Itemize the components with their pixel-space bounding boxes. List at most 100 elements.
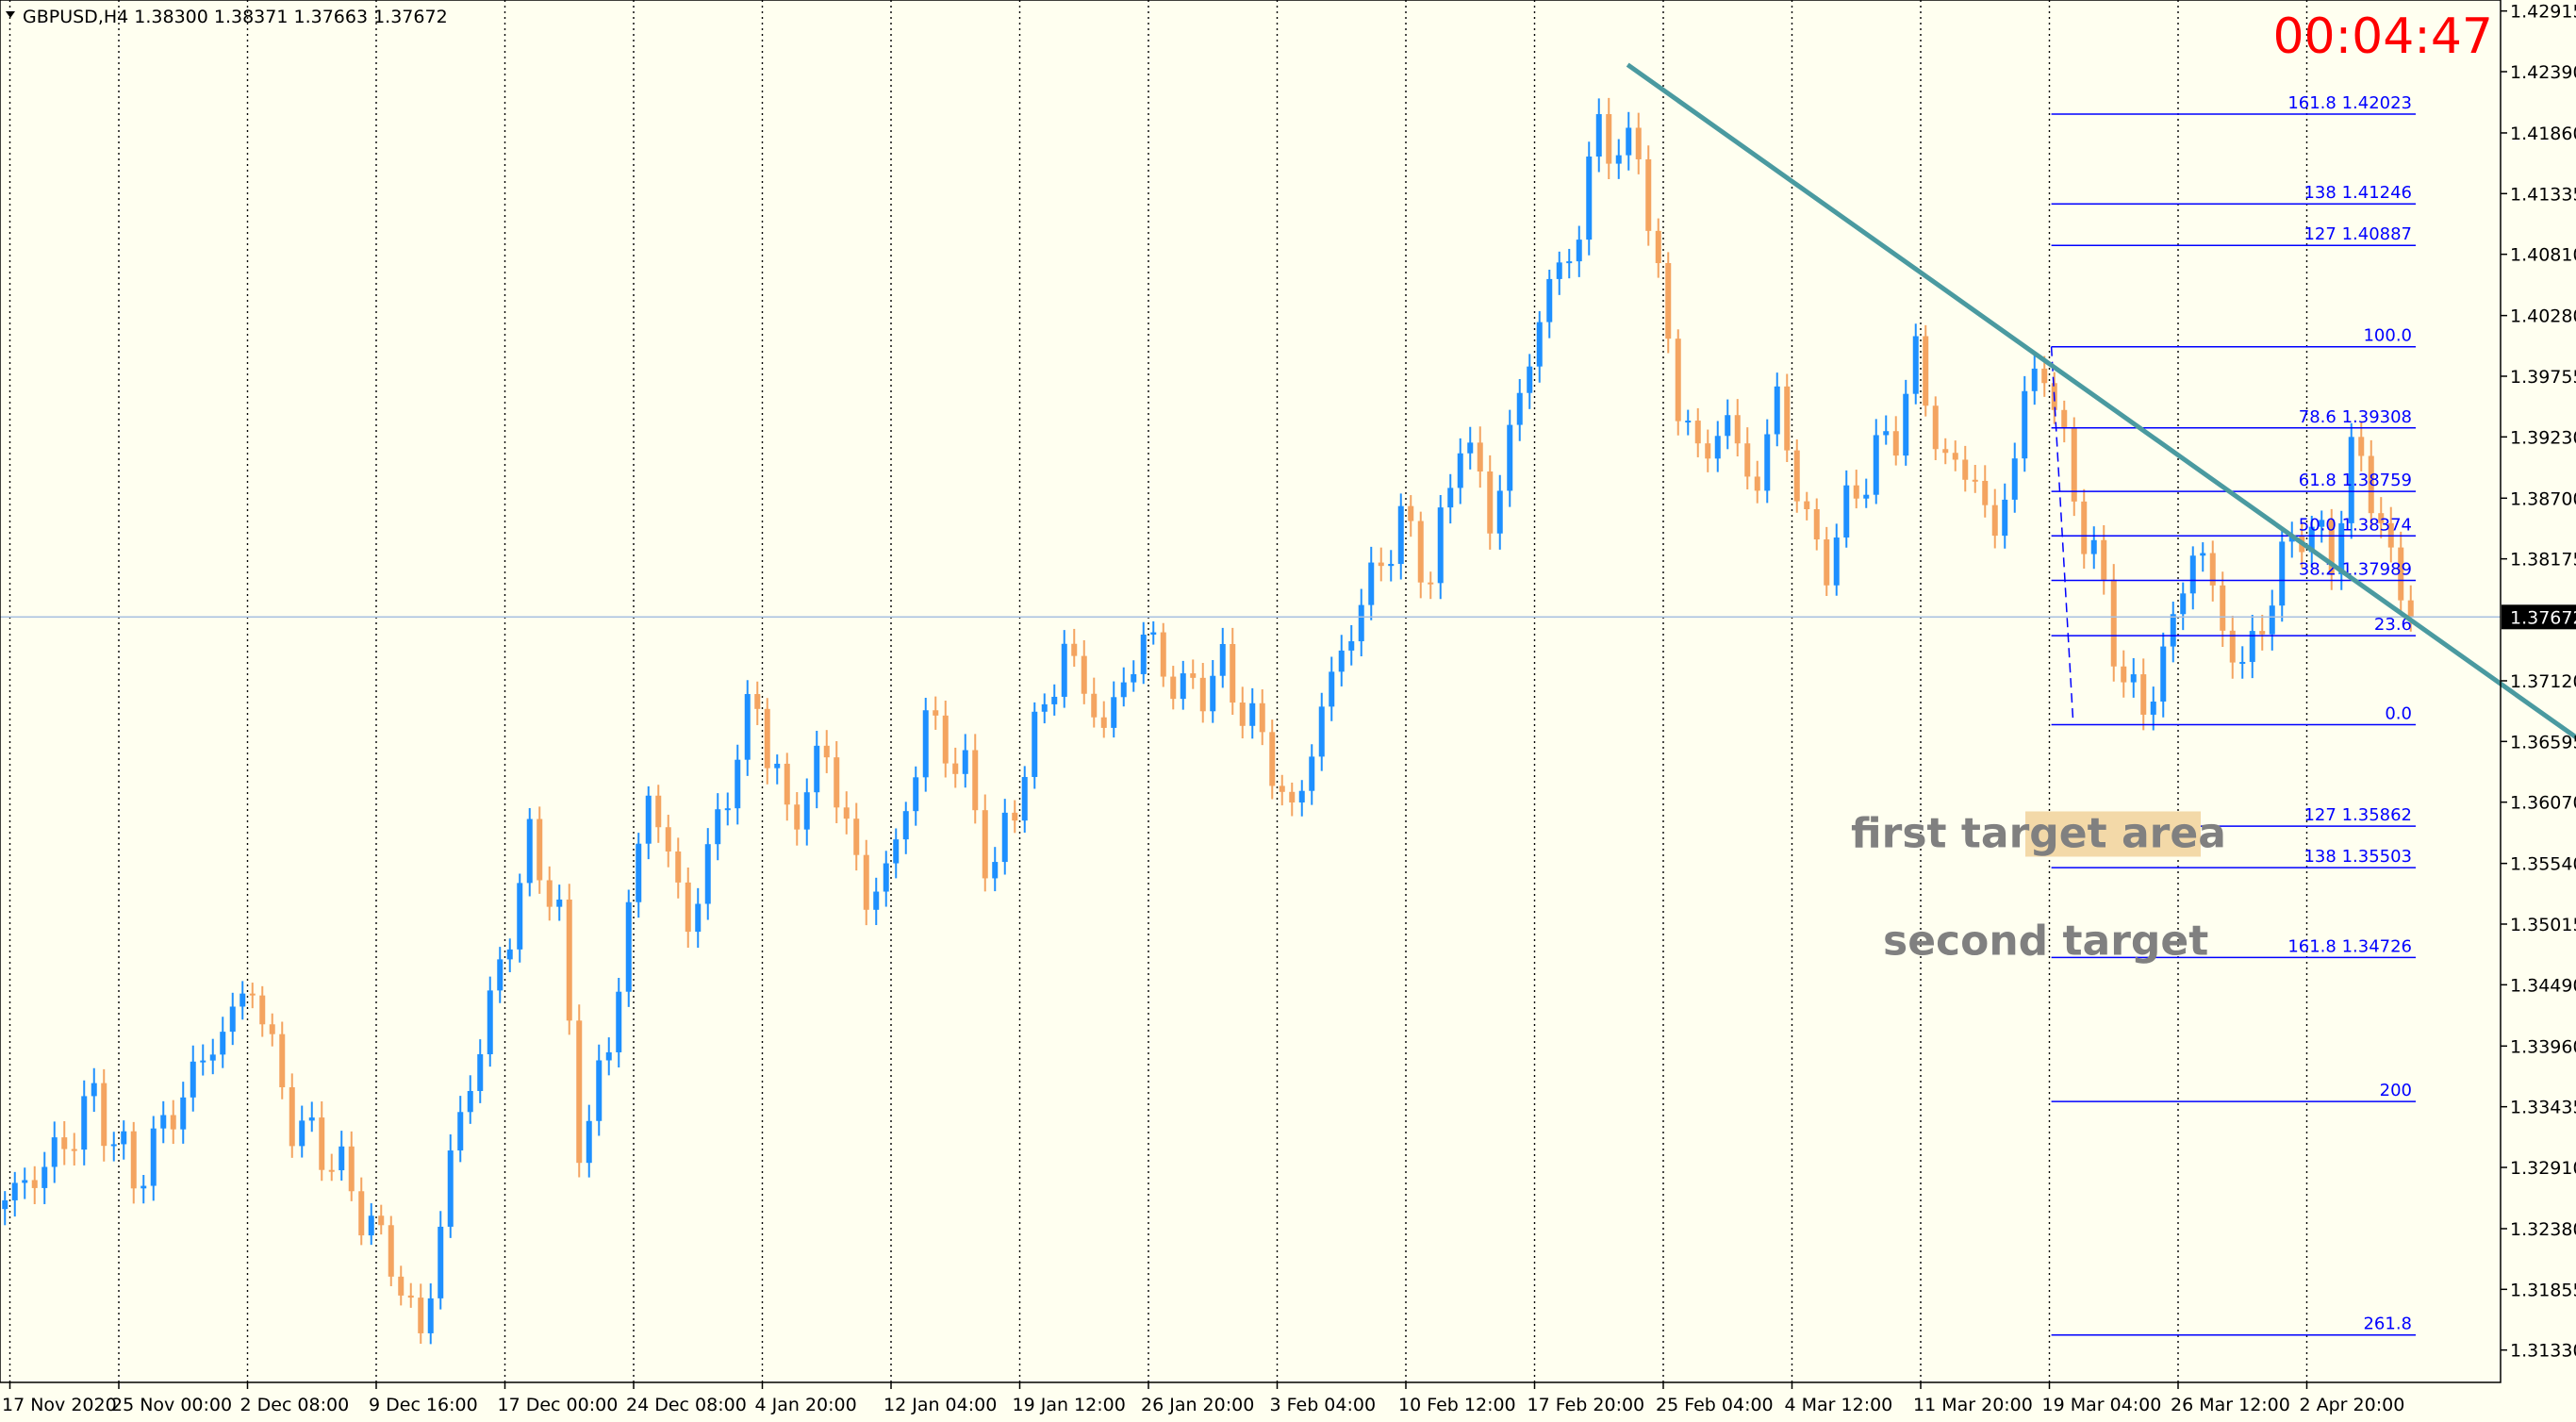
candle-body-34 bbox=[339, 1146, 345, 1171]
candle-body-238 bbox=[2358, 437, 2365, 456]
candle-body-124 bbox=[1230, 643, 1236, 703]
candle-body-110 bbox=[1091, 693, 1098, 718]
candle-body-46 bbox=[457, 1112, 464, 1151]
candle-body-13 bbox=[130, 1131, 137, 1189]
candle-body-170 bbox=[1685, 421, 1692, 423]
candle-body-27 bbox=[269, 1024, 275, 1034]
candle-body-37 bbox=[368, 1215, 374, 1236]
fibonacci-tool[interactable]: 161.8 1.42023 138 1.41246 127 1.40887 100.0… bbox=[2050, 93, 2416, 1336]
candle-body-31 bbox=[308, 1117, 315, 1121]
candle-body-54 bbox=[537, 818, 543, 881]
fib-level-label-3: 100.0 bbox=[2363, 326, 2412, 346]
candle-body-111 bbox=[1100, 717, 1107, 728]
candle-body-116 bbox=[1150, 632, 1157, 635]
candle-body-218 bbox=[2160, 646, 2167, 703]
candle-body-216 bbox=[2140, 674, 2147, 715]
candle-body-118 bbox=[1170, 676, 1177, 700]
candle-body-204 bbox=[2022, 390, 2028, 459]
candle-body-126 bbox=[1249, 703, 1256, 726]
candle-body-65 bbox=[645, 795, 652, 844]
candle-body-135 bbox=[1338, 650, 1345, 672]
candle-body-52 bbox=[517, 883, 523, 950]
candle-body-174 bbox=[1725, 415, 1731, 437]
candle-body-169 bbox=[1675, 339, 1681, 422]
candle-body-32 bbox=[319, 1117, 325, 1170]
plot-border bbox=[0, 0, 2502, 1383]
candle-body-88 bbox=[873, 891, 880, 910]
candle-body-181 bbox=[1793, 450, 1800, 502]
candle-body-38 bbox=[378, 1215, 385, 1226]
candle-body-85 bbox=[843, 807, 850, 819]
candle-body-240 bbox=[2378, 513, 2385, 523]
candle-body-89 bbox=[883, 863, 889, 892]
candle-body-184 bbox=[1824, 539, 1830, 586]
x-tick-label-2: 2 Dec 08:00 bbox=[240, 1395, 350, 1415]
candle-body-229 bbox=[2269, 605, 2275, 635]
candle-body-63 bbox=[625, 901, 632, 992]
candle-body-199 bbox=[1972, 479, 1978, 482]
candle-body-236 bbox=[2338, 522, 2345, 575]
candle-body-60 bbox=[596, 1060, 603, 1121]
candle-body-200 bbox=[1982, 480, 1989, 505]
candle-body-115 bbox=[1140, 634, 1147, 674]
candle-body-137 bbox=[1358, 604, 1364, 642]
candle-body-239 bbox=[2368, 455, 2374, 514]
candle-body-29 bbox=[289, 1087, 295, 1147]
candle-body-189 bbox=[1873, 435, 1879, 495]
fib-level-label-13: 200 bbox=[2380, 1081, 2412, 1100]
candle-body-125 bbox=[1239, 703, 1246, 726]
candle-body-159 bbox=[1576, 240, 1582, 262]
candle-body-49 bbox=[487, 990, 493, 1055]
candle-body-235 bbox=[2328, 520, 2335, 575]
candle-body-74 bbox=[735, 759, 741, 809]
candle-body-157 bbox=[1556, 262, 1562, 279]
candle-body-122 bbox=[1210, 675, 1216, 712]
candle-body-167 bbox=[1655, 230, 1661, 264]
candle-body-101 bbox=[1001, 812, 1008, 863]
candle-body-182 bbox=[1804, 501, 1810, 510]
candle-body-129 bbox=[1279, 785, 1285, 792]
candle-body-162 bbox=[1606, 114, 1612, 164]
candle-body-164 bbox=[1626, 127, 1632, 156]
y-tick-label-0: 1.42915 bbox=[2510, 2, 2576, 23]
candle-body-225 bbox=[2229, 630, 2236, 663]
candle-body-217 bbox=[2150, 702, 2156, 715]
fib-level-label-14: 261.8 bbox=[2363, 1315, 2412, 1334]
vertical-grid bbox=[8, 0, 2308, 1382]
candle-body-112 bbox=[1111, 697, 1117, 728]
candle-body-96 bbox=[952, 763, 959, 774]
candle-body-87 bbox=[863, 854, 869, 910]
y-tick-label-22: 1.31330 bbox=[2510, 1341, 2576, 1362]
candle-body-51 bbox=[506, 949, 513, 960]
candle-body-186 bbox=[1843, 485, 1850, 538]
y-tick-label-19: 1.32910 bbox=[2510, 1158, 2576, 1179]
fib-level-label-11: 138 1.35503 bbox=[2304, 847, 2412, 867]
candle-body-94 bbox=[933, 710, 939, 716]
candle-body-18 bbox=[180, 1097, 187, 1130]
candles-layer bbox=[2, 97, 2414, 1345]
price-axis[interactable]: 1.42915 1.42390 1.41860 1.41335 1.40810 1.402… bbox=[2501, 2, 2576, 1362]
symbol-ohlc-text: GBPUSD,H4 1.38300 1.38371 1.37663 1.3767… bbox=[23, 7, 448, 27]
candle-body-147 bbox=[1457, 453, 1463, 488]
y-tick-label-3: 1.41335 bbox=[2510, 184, 2576, 205]
candle-body-95 bbox=[942, 715, 949, 764]
x-tick-label-15: 11 Mar 20:00 bbox=[1913, 1395, 2033, 1415]
trendline[interactable] bbox=[1626, 62, 2576, 745]
candle-body-210 bbox=[2081, 501, 2088, 554]
dropdown-triangle-icon[interactable] bbox=[6, 11, 15, 18]
candle-body-233 bbox=[2308, 526, 2315, 553]
fib-level-label-12: 161.8 1.34726 bbox=[2287, 936, 2412, 956]
x-tick-label-6: 4 Jan 20:00 bbox=[755, 1395, 857, 1415]
candle-body-187 bbox=[1853, 485, 1859, 499]
candle-body-176 bbox=[1744, 443, 1751, 477]
candle-body-140 bbox=[1388, 564, 1395, 567]
candle-body-109 bbox=[1081, 655, 1087, 694]
candle-body-9 bbox=[91, 1083, 97, 1097]
symbol-header[interactable]: GBPUSD,H4 1.38300 1.38371 1.37663 1.3767… bbox=[6, 7, 448, 27]
candle-body-185 bbox=[1833, 537, 1840, 586]
x-tick-label-9: 26 Jan 20:00 bbox=[1141, 1395, 1254, 1415]
candle-body-192 bbox=[1903, 393, 1909, 456]
fib-anchor-line[interactable] bbox=[2050, 346, 2074, 723]
